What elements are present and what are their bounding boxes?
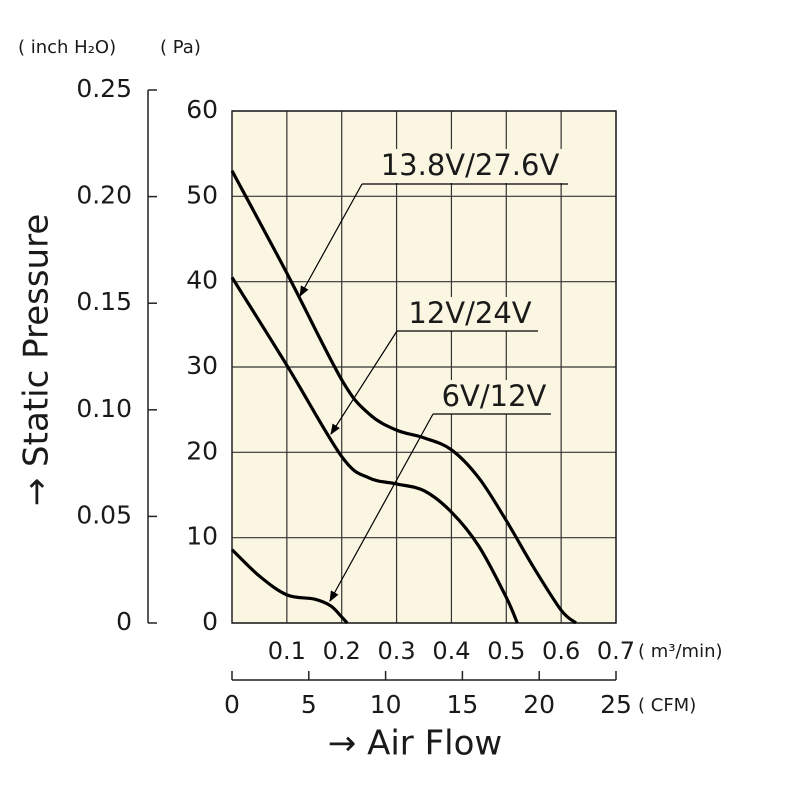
y2-tick-label: 0 [116,607,132,636]
x-tick-label: 0.7 [597,637,635,665]
x2-tick-label: 0 [224,690,240,719]
y2-tick-label: 0.25 [76,74,132,103]
leader-arrow [330,330,398,435]
label-bg [405,297,538,331]
label-bg [370,149,568,183]
x2-tick-label: 5 [301,690,317,719]
x-axis-title: → Air Flow [328,724,502,764]
label-bg [441,380,551,414]
x-tick-label: 0.1 [268,637,306,665]
y-axis-title: → Static Pressure [17,214,57,507]
x-tick-label: 0.4 [432,637,470,665]
y-tick-label: 30 [186,351,218,380]
y-tick-label: 20 [186,436,218,465]
series-label: 6V/12V [442,379,547,413]
x2-tick-label: 20 [523,690,555,719]
x-tick-label: 0.5 [487,637,525,665]
y2-tick-label: 0.15 [76,287,132,316]
curve [230,169,577,625]
x2-unit: ( CFM) [638,695,696,716]
y2-unit: ( inch H₂O) [18,37,116,58]
y2-tick-label: 0.20 [76,181,132,210]
x-tick-label: 0.3 [377,637,415,665]
x2-tick-label: 15 [446,690,478,719]
x-tick-label: 0.2 [323,637,361,665]
y-tick-label: 0 [202,607,218,636]
x-unit: ( m³/min) [638,641,723,662]
x2-tick-label: 25 [600,690,632,719]
plot-border [231,110,617,624]
y2-tick-label: 0.10 [76,394,132,423]
y-tick-label: 40 [186,266,218,295]
y-tick-label: 50 [186,180,218,209]
curve [230,276,519,624]
y2-tick-label: 0.05 [76,500,132,529]
leader-arrow [299,183,363,297]
y-tick-label: 60 [186,95,218,124]
x2-tick-label: 10 [370,690,402,719]
curve [230,548,349,625]
y-tick-label: 10 [186,522,218,551]
series-label: 13.8V/27.6V [381,148,560,182]
leader-arrow [329,413,434,602]
y-unit: ( Pa) [160,37,201,58]
x-tick-label: 0.6 [542,637,580,665]
series-label: 12V/24V [408,296,531,330]
